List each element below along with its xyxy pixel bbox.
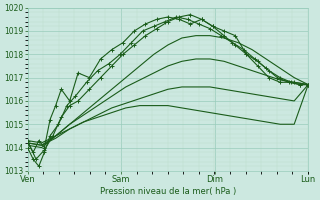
- X-axis label: Pression niveau de la mer( hPa ): Pression niveau de la mer( hPa ): [100, 187, 236, 196]
